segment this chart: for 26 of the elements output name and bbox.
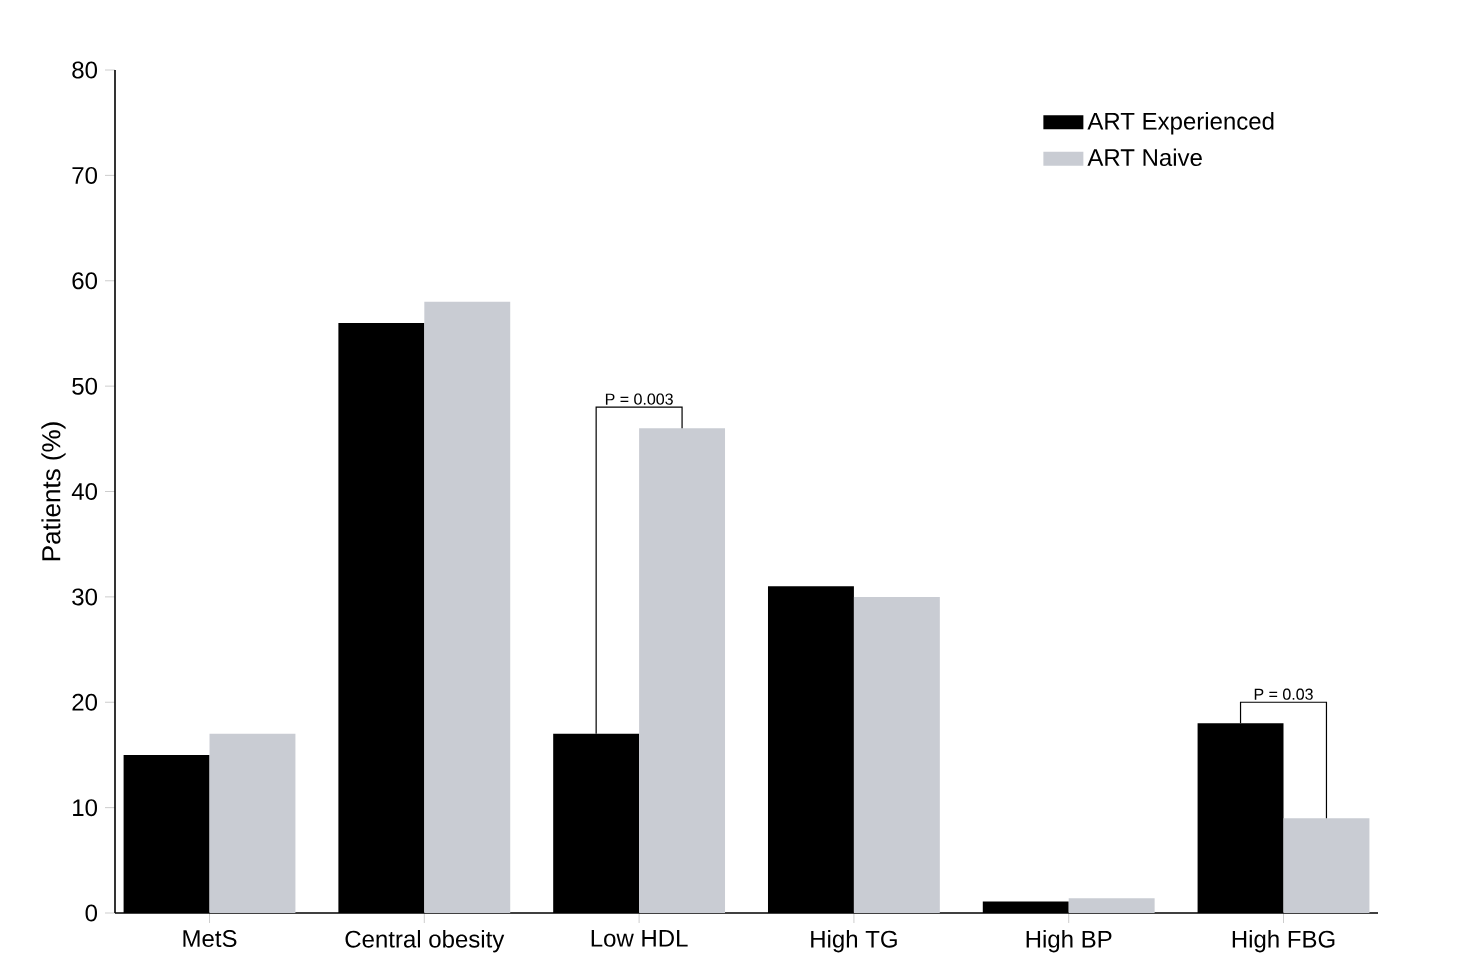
y-tick-label: 50	[72, 377, 98, 395]
y-tick-label: 70	[72, 166, 98, 184]
legend-label: ART Experienced	[1087, 112, 1274, 135]
bar	[424, 301, 511, 913]
y-tick-label: 80	[72, 61, 98, 79]
x-tick-label: MetS	[183, 930, 237, 948]
y-tick-label: 60	[72, 272, 98, 290]
y-axis-title: Patients (%)	[41, 422, 66, 561]
bar	[209, 733, 296, 913]
annotation: P = 0.003	[605, 393, 673, 405]
x-tick-label: High TG	[811, 930, 897, 953]
x-tick-label: High FBG	[1232, 930, 1335, 953]
y-tick-label: 40	[71, 483, 98, 501]
x-tick-label: High BP	[1026, 930, 1112, 953]
bar	[853, 596, 940, 913]
y-tick-label: 20	[72, 693, 98, 711]
legend-label: ART Naive	[1087, 148, 1202, 167]
y-tick-label: 30	[72, 588, 98, 606]
x-tick-label: Central obesity	[345, 930, 505, 953]
bar	[639, 428, 726, 913]
annotation: P = 0.03	[1254, 688, 1313, 700]
y-tick-label: 10	[73, 799, 98, 817]
bar	[1068, 898, 1155, 913]
x-tick-label: Low HDL	[591, 930, 688, 947]
bar	[1283, 818, 1370, 913]
y-tick-label: 0	[85, 904, 98, 922]
